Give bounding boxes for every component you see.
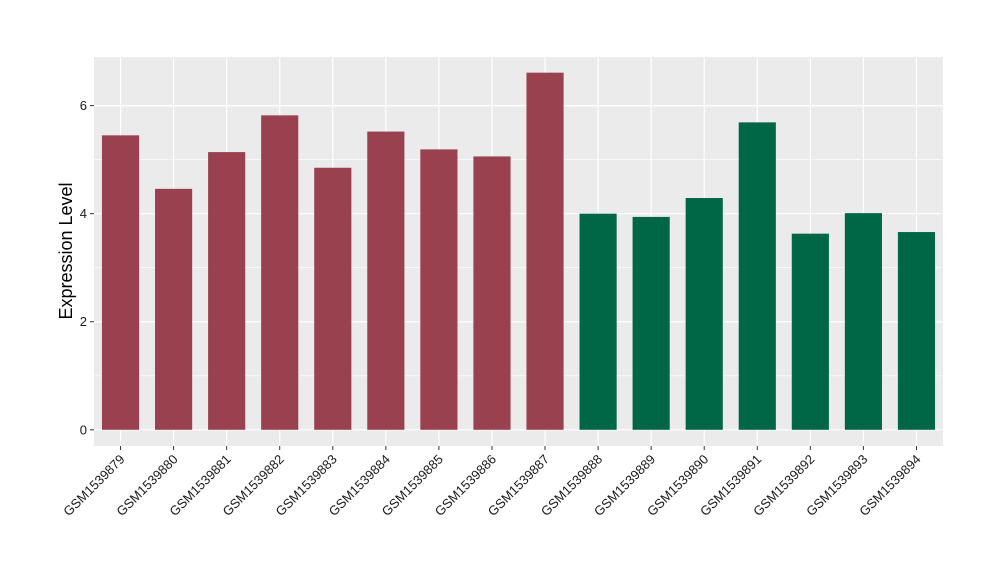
bar-GSM1539889 bbox=[632, 216, 670, 430]
bar-GSM1539891 bbox=[738, 122, 776, 430]
y-tick-label: 6 bbox=[80, 98, 87, 113]
y-tick-label: 4 bbox=[80, 206, 87, 221]
bar-GSM1539894 bbox=[897, 232, 936, 430]
bar-GSM1539886 bbox=[473, 156, 511, 430]
y-axis: 0 2 4 6 bbox=[80, 98, 94, 437]
bars bbox=[101, 72, 936, 430]
bar-GSM1539888 bbox=[579, 213, 617, 430]
bar-GSM1539885 bbox=[420, 149, 458, 430]
bar-GSM1539882 bbox=[261, 115, 299, 430]
y-axis-title: Expression Level bbox=[56, 182, 76, 319]
bar-GSM1539879 bbox=[101, 135, 140, 430]
y-tick-label: 2 bbox=[80, 314, 87, 329]
bar-GSM1539883 bbox=[314, 167, 352, 430]
bar-GSM1539887 bbox=[526, 72, 564, 430]
bar-GSM1539890 bbox=[685, 198, 723, 430]
bar-GSM1539884 bbox=[367, 131, 405, 430]
bar-GSM1539880 bbox=[155, 188, 193, 430]
y-tick-label: 0 bbox=[80, 422, 87, 437]
bar-GSM1539881 bbox=[208, 152, 246, 430]
bar-GSM1539893 bbox=[844, 213, 882, 430]
bar-GSM1539892 bbox=[791, 233, 829, 430]
x-axis: GSM1539879GSM1539880GSM1539881GSM1539882… bbox=[60, 446, 924, 519]
